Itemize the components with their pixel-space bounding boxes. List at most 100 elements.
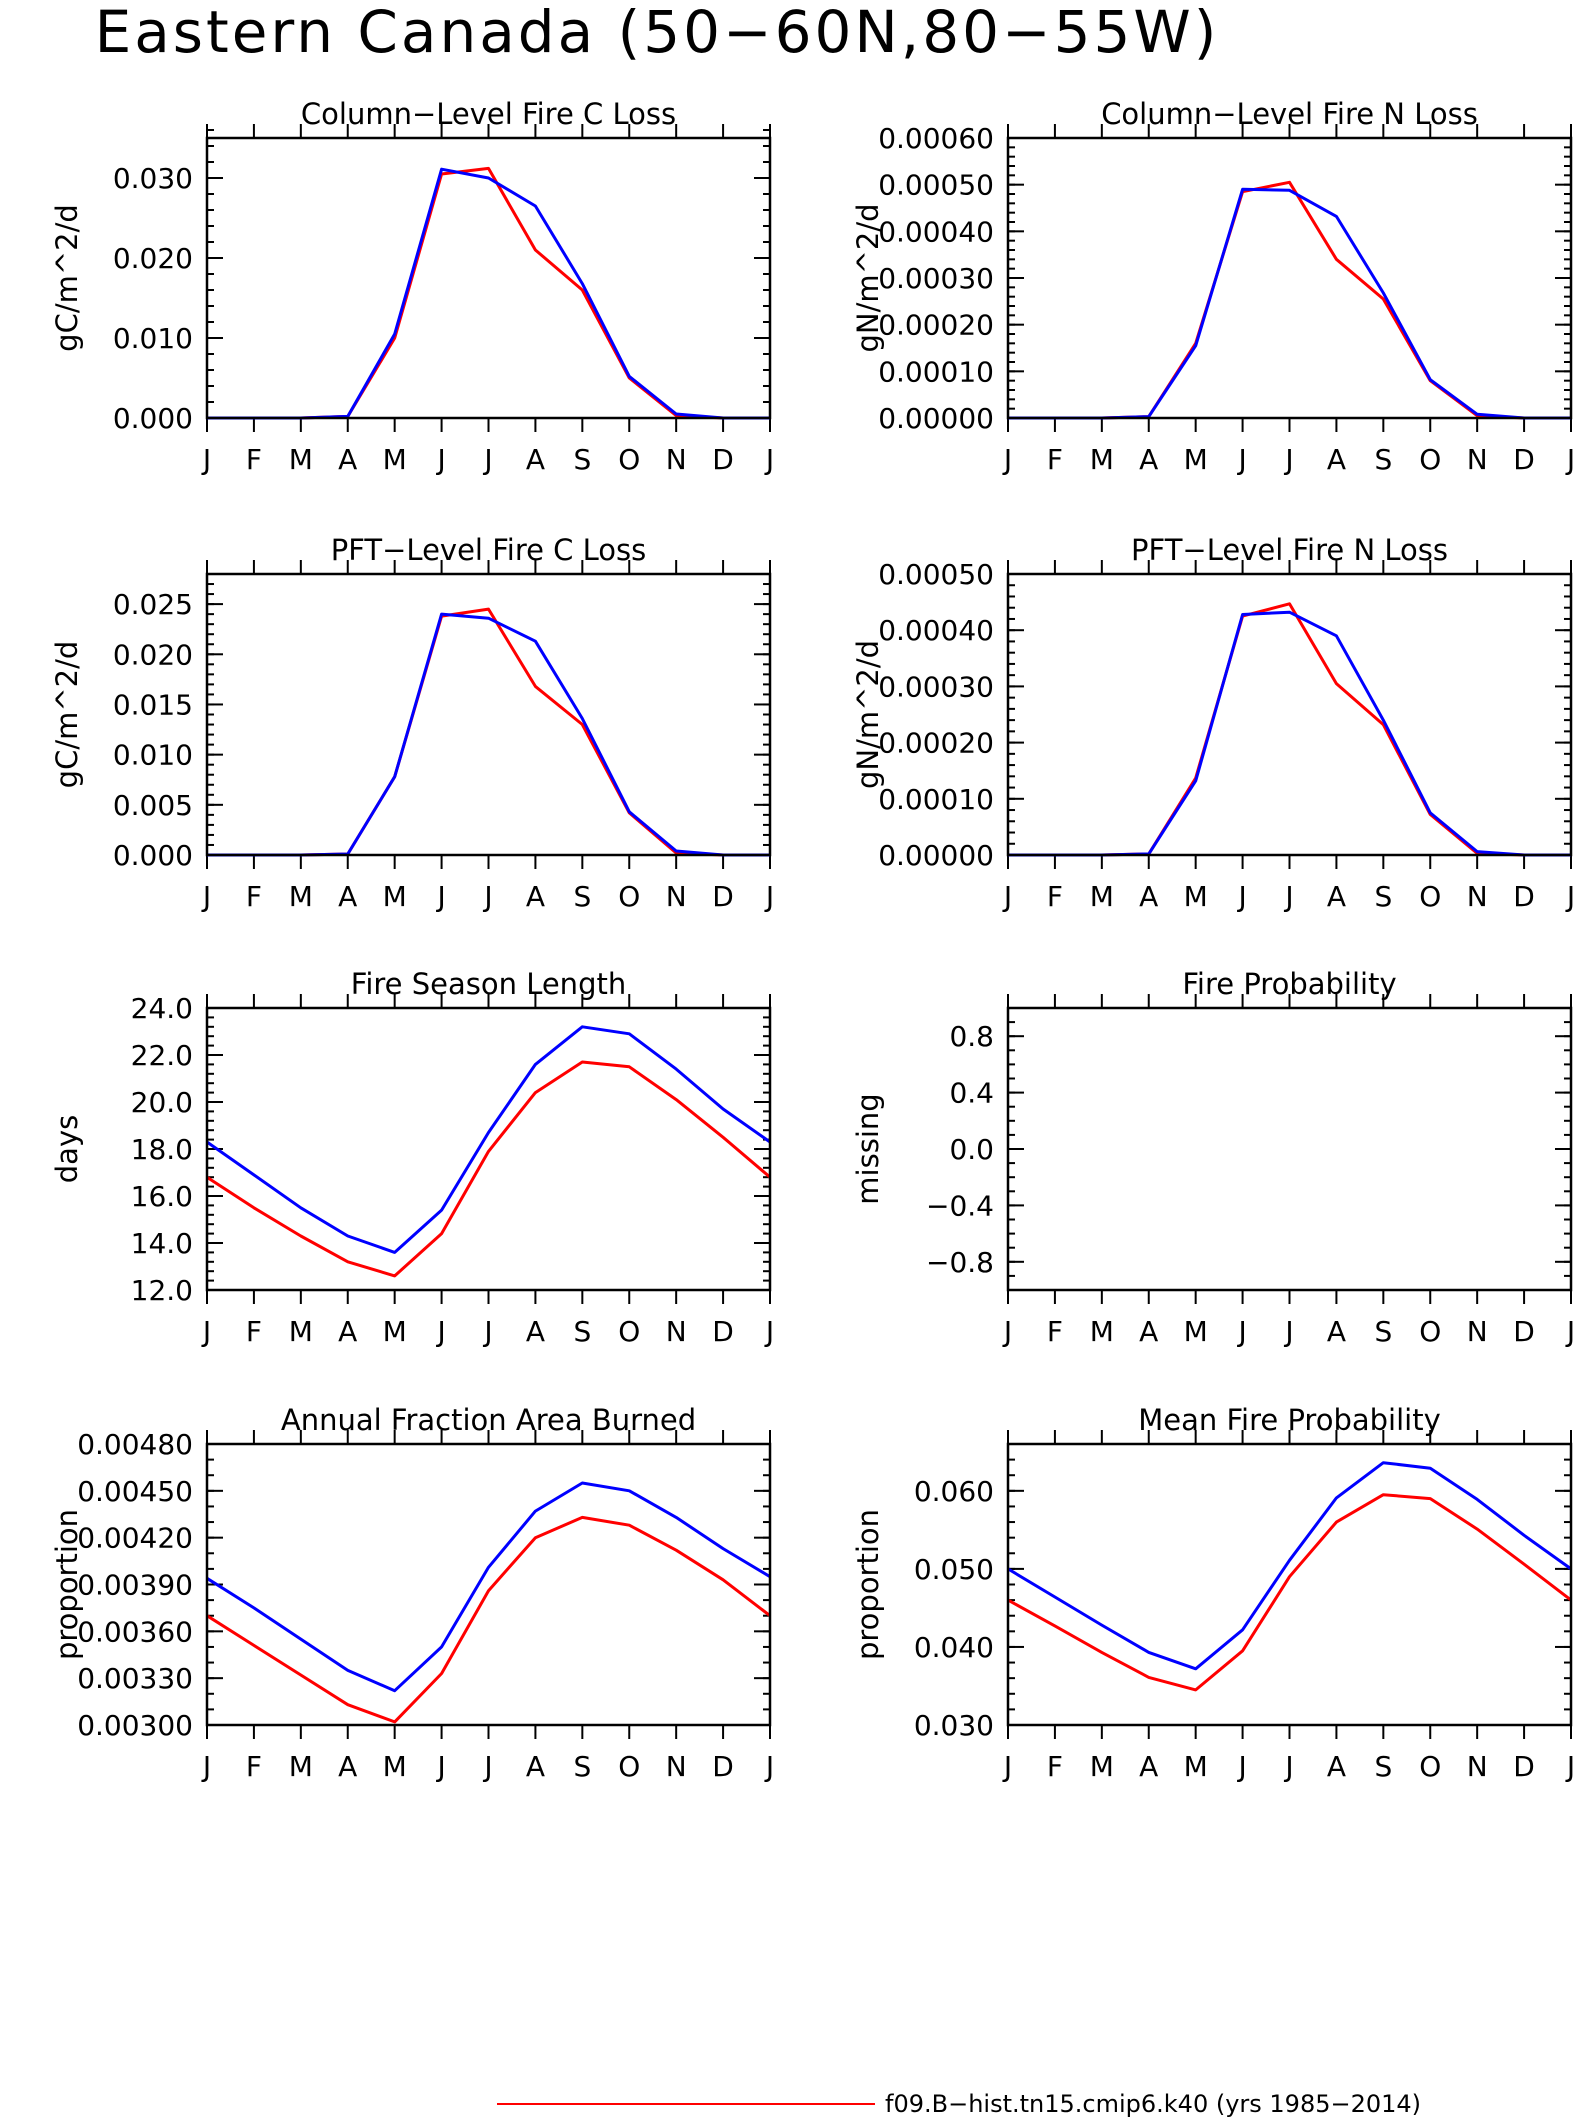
series-line-2 <box>206 1481 771 1693</box>
x-tick-label: J <box>764 443 774 476</box>
x-tick-label: J <box>1236 1315 1246 1348</box>
x-tick-label: D <box>1513 443 1535 476</box>
x-tick-label: M <box>383 1750 407 1783</box>
x-tick-label: F <box>246 880 262 913</box>
x-tick-label: N <box>1467 1750 1488 1783</box>
plot-frame <box>205 1442 772 1727</box>
x-tick-label: J <box>201 1750 211 1783</box>
x-tick-label: S <box>573 1315 591 1348</box>
x-tick-label: J <box>1002 1315 1012 1348</box>
x-tick-label: M <box>1090 880 1114 913</box>
x-tick-label: A <box>1139 1315 1158 1348</box>
figure-title: Eastern Canada (50−60N,80−55W) <box>95 0 1220 66</box>
x-tick-label: A <box>338 880 357 913</box>
x-tick-label: M <box>289 443 313 476</box>
series-line-2 <box>1008 610 1571 857</box>
y-axis-label: gN/m^2/d <box>851 640 885 789</box>
y-tick-label: 0.00390 <box>77 1569 193 1602</box>
x-tick-label: D <box>712 1750 734 1783</box>
plot-frame <box>205 136 772 420</box>
series-line-2 <box>206 1025 771 1254</box>
x-tick-label: A <box>1139 880 1158 913</box>
y-tick-label: 0.010 <box>113 739 193 772</box>
y-tick-label: 0.00480 <box>77 1428 193 1461</box>
x-tick-label: F <box>1047 443 1063 476</box>
x-tick-label: J <box>1236 880 1246 913</box>
x-tick-label: D <box>1513 1315 1535 1348</box>
x-tick-label: N <box>666 1750 687 1783</box>
y-tick-label: 12.0 <box>131 1274 193 1307</box>
y-tick-label: 22.0 <box>131 1039 193 1072</box>
x-tick-label: O <box>1419 1315 1441 1348</box>
plot-frame <box>205 1006 772 1292</box>
x-tick-label: M <box>383 880 407 913</box>
x-tick-label: O <box>618 1315 640 1348</box>
y-axis-label: gN/m^2/d <box>851 203 885 352</box>
x-tick-label: M <box>383 443 407 476</box>
panels: Column−Level Fire C LossgC/m^2/d0.0000.0… <box>50 97 1575 1783</box>
x-tick-label: J <box>201 443 211 476</box>
x-tick-label: D <box>712 880 734 913</box>
x-tick-label: M <box>1184 443 1208 476</box>
y-tick-label: 0.00300 <box>77 1709 193 1742</box>
x-tick-label: A <box>1327 1315 1346 1348</box>
y-tick-label: 0.000 <box>113 402 193 435</box>
x-tick-label: S <box>1374 880 1392 913</box>
x-tick-label: M <box>1090 443 1114 476</box>
x-tick-label: J <box>482 443 492 476</box>
x-tick-label: S <box>1374 1315 1392 1348</box>
x-tick-label: A <box>338 1315 357 1348</box>
x-tick-label: F <box>246 443 262 476</box>
x-tick-label: J <box>1002 880 1012 913</box>
x-tick-label: J <box>1283 880 1293 913</box>
x-tick-label: N <box>1467 443 1488 476</box>
chart-panel-5: Fire Season Lengthdays12.014.016.018.020… <box>50 967 774 1348</box>
x-tick-label: D <box>1513 880 1535 913</box>
series-line-1 <box>1008 602 1571 857</box>
y-tick-label: 0.010 <box>113 322 193 355</box>
series-line-2 <box>207 612 770 857</box>
y-tick-label: 0.060 <box>914 1475 994 1508</box>
y-tick-label: 0.00030 <box>878 670 994 703</box>
chart-panel-1: Column−Level Fire C LossgC/m^2/d0.0000.0… <box>50 97 774 476</box>
x-tick-label: S <box>573 1750 591 1783</box>
x-tick-label: F <box>1047 1315 1063 1348</box>
y-tick-label: 0.050 <box>914 1553 994 1586</box>
x-tick-label: J <box>1236 443 1246 476</box>
series-line-1 <box>1008 180 1571 420</box>
y-tick-label: 0.020 <box>113 638 193 671</box>
y-tick-label: 0.00060 <box>878 122 994 155</box>
x-tick-label: J <box>482 880 492 913</box>
y-tick-label: 16.0 <box>131 1180 193 1213</box>
y-tick-label: −0.8 <box>926 1246 994 1279</box>
chart-panel-7: Annual Fraction Area Burnedproportion0.0… <box>50 1403 774 1783</box>
y-tick-label: 0.00360 <box>77 1615 193 1648</box>
x-tick-label: J <box>1565 1315 1575 1348</box>
x-tick-label: A <box>338 443 357 476</box>
plot-frame <box>1006 1442 1573 1727</box>
y-tick-label: 0.00000 <box>878 402 994 435</box>
y-tick-label: 0.8 <box>949 1020 994 1053</box>
y-tick-label: 0.00420 <box>77 1522 193 1555</box>
y-tick-label: 0.00040 <box>878 614 994 647</box>
y-tick-label: 0.005 <box>113 789 193 822</box>
x-tick-label: N <box>666 880 687 913</box>
x-tick-label: S <box>573 880 591 913</box>
y-tick-label: 0.00330 <box>77 1662 193 1695</box>
x-tick-label: O <box>618 1750 640 1783</box>
x-tick-label: N <box>1467 1315 1488 1348</box>
x-tick-label: M <box>1090 1750 1114 1783</box>
series-line-1 <box>206 1515 771 1724</box>
x-tick-label: O <box>618 443 640 476</box>
y-axis-label: proportion <box>50 1509 84 1660</box>
x-tick-label: N <box>1467 880 1488 913</box>
x-tick-label: J <box>435 880 445 913</box>
y-tick-label: 0.00040 <box>878 215 994 248</box>
y-tick-label: 0.025 <box>113 588 193 621</box>
y-tick-label: 24.0 <box>131 992 193 1025</box>
x-tick-label: A <box>526 880 545 913</box>
x-tick-label: D <box>712 1315 734 1348</box>
x-tick-label: A <box>526 443 545 476</box>
chart-panel-3: PFT−Level Fire C LossgC/m^2/d0.0000.0050… <box>50 533 774 913</box>
plot-frame <box>205 572 772 857</box>
